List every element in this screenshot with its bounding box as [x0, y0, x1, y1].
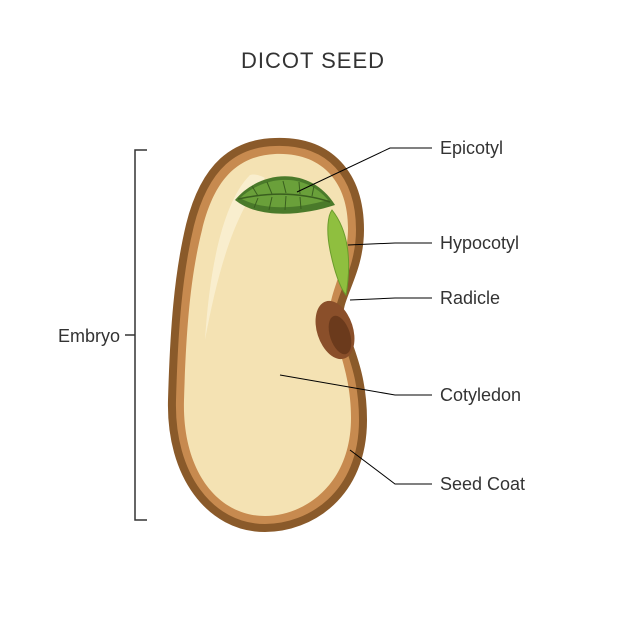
- label-seed-coat: Seed Coat: [440, 474, 525, 495]
- label-radicle: Radicle: [440, 288, 500, 309]
- dicot-seed-diagram: [0, 0, 626, 626]
- leader-radicle: [350, 298, 432, 300]
- seed-body: [172, 142, 363, 528]
- label-cotyledon: Cotyledon: [440, 385, 521, 406]
- label-epicotyl: Epicotyl: [440, 138, 503, 159]
- label-hypocotyl: Hypocotyl: [440, 233, 519, 254]
- embryo-bracket: [125, 150, 147, 520]
- label-embryo: Embryo: [58, 326, 120, 347]
